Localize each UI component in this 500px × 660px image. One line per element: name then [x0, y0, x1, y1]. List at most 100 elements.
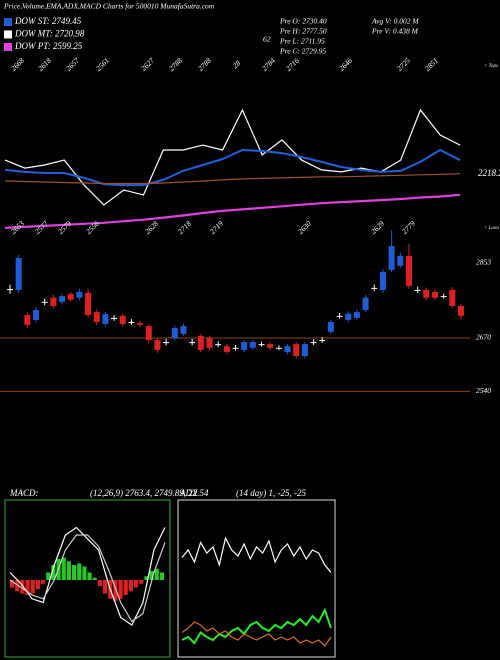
candle-body: [15, 257, 22, 290]
candle-body: [24, 314, 31, 325]
stat: Pre L: 2711.95: [279, 37, 325, 46]
tops-caption: < Tops: [484, 64, 498, 69]
candle-body: [7, 289, 13, 291]
candle-body: [59, 296, 66, 302]
candle-body: [67, 294, 74, 300]
histogram-bar: [113, 580, 118, 601]
macd-params: (12,26,9) 2763.4, 2749.89, 22.54: [90, 488, 209, 498]
histogram-bar: [134, 580, 139, 588]
candle-body: [336, 315, 343, 317]
candle-body: [379, 271, 386, 290]
y-tick-label: 2540: [476, 386, 491, 395]
stat: Pre O: 2730.40: [279, 17, 327, 26]
candle-body: [431, 291, 438, 298]
adx-line: [181, 621, 332, 647]
line: [4, 108, 461, 206]
histogram-bar: [97, 580, 102, 586]
candle-body: [258, 344, 265, 346]
stat: Pre H: 2777.50: [279, 27, 327, 36]
candle-body: [180, 326, 187, 334]
histogram-bar: [128, 580, 133, 592]
histogram-bar: [144, 576, 149, 580]
legend-label: DOW MT: 2720.98: [14, 29, 85, 39]
candle-body: [458, 305, 464, 316]
note: 62: [263, 35, 271, 44]
stat: Pre V: 0.438 M: [371, 27, 419, 36]
legend-label: DOW PT: 2599.25: [14, 41, 83, 51]
top-label: 28: [231, 58, 243, 70]
histogram-bar: [149, 571, 154, 580]
candle-body: [284, 346, 291, 352]
candle-body: [405, 255, 412, 286]
chart-title: Price,Volume,EMA,ADX,MACD Charts for 500…: [3, 2, 215, 11]
candle-body: [137, 323, 144, 325]
adx-params: (14 day) 1, -25, -25: [236, 488, 306, 498]
candle-body: [215, 344, 222, 346]
candle-body: [319, 340, 326, 342]
candle-body: [163, 342, 170, 344]
candle-body: [232, 347, 239, 349]
macd-frame: [4, 499, 171, 658]
histogram-bar: [41, 580, 46, 584]
candle-body: [128, 321, 135, 323]
candle-body: [301, 344, 308, 357]
candle-body: [33, 310, 40, 320]
histogram-bar: [77, 563, 82, 580]
candle-body: [423, 289, 430, 298]
line: [4, 148, 461, 187]
stat: Avg V: 0.002 M: [371, 17, 419, 26]
histogram-bar: [154, 568, 159, 580]
histogram-bar: [87, 572, 92, 580]
histogram-bar: [118, 580, 123, 599]
legend-label: DOW ST: 2749.45: [14, 16, 82, 26]
y-tick-label: 2853: [476, 258, 491, 267]
stat: Pre C: 2729.95: [279, 47, 326, 56]
histogram-bar: [30, 580, 35, 594]
candle-body: [275, 347, 282, 349]
candle-body: [388, 245, 395, 270]
candle-body: [171, 328, 178, 338]
candle-body: [93, 312, 100, 322]
histogram-bar: [15, 580, 20, 592]
candle-body: [85, 292, 92, 315]
candle-body: [249, 342, 256, 348]
histogram-bar: [51, 565, 56, 580]
y-tick-label: 2218.20: [478, 168, 500, 178]
candle-body: [449, 289, 456, 306]
legend-swatch: [4, 18, 12, 26]
adx-frame: [177, 499, 336, 658]
macd-line: [9, 526, 166, 626]
lows-caption: < Lows: [484, 226, 499, 231]
candle-body: [371, 287, 378, 289]
histogram-bar: [139, 580, 144, 584]
candle-body: [41, 301, 48, 303]
candle-body: [310, 342, 317, 344]
candle-body: [414, 289, 421, 291]
adx-line: [181, 607, 332, 645]
candle-body: [293, 344, 300, 357]
candle-body: [362, 297, 369, 311]
y-tick-label: 2670: [476, 333, 491, 342]
candle-body: [197, 335, 204, 350]
candle-body: [327, 321, 334, 332]
histogram-bar: [20, 580, 25, 594]
candle-body: [76, 291, 83, 298]
candle-body: [154, 340, 161, 350]
histogram-bar: [103, 580, 108, 594]
candle-body: [119, 315, 126, 325]
macd-line: [9, 534, 166, 623]
adx-title: ADX: [179, 488, 198, 498]
candle-body: [345, 313, 352, 320]
histogram-bar: [66, 561, 71, 580]
candle-body: [102, 314, 109, 325]
candle-body: [223, 346, 230, 352]
candle-body: [189, 342, 196, 344]
histogram-bar: [35, 580, 40, 589]
histogram-bar: [10, 580, 15, 588]
histogram-bar: [123, 580, 128, 595]
candle-body: [111, 317, 118, 319]
macd-title: MACD:: [9, 488, 39, 498]
